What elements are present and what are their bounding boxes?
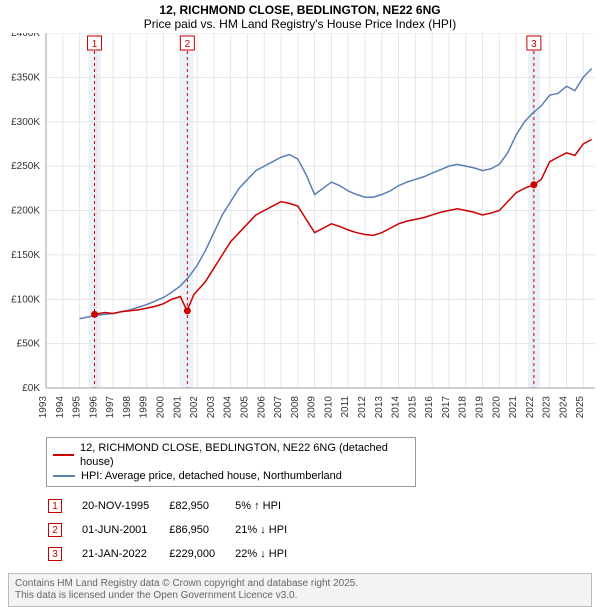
footer-line: Contains HM Land Registry data © Crown c… xyxy=(15,578,585,590)
svg-text:2006: 2006 xyxy=(256,396,267,419)
svg-text:1999: 1999 xyxy=(139,396,150,419)
svg-text:2002: 2002 xyxy=(189,396,200,419)
event-marker-icon: 3 xyxy=(48,547,62,561)
svg-text:2003: 2003 xyxy=(206,396,217,419)
svg-text:3: 3 xyxy=(531,39,537,50)
event-delta: 21% ↓ HPI xyxy=(235,519,305,541)
legend: 12, RICHMOND CLOSE, BEDLINGTON, NE22 6NG… xyxy=(46,437,416,487)
svg-text:£150K: £150K xyxy=(11,250,40,261)
svg-text:2017: 2017 xyxy=(441,396,452,419)
chart-subtitle: Price paid vs. HM Land Registry's House … xyxy=(0,17,600,33)
svg-text:2016: 2016 xyxy=(424,396,435,419)
svg-text:2015: 2015 xyxy=(407,396,418,419)
footer-line: This data is licensed under the Open Gov… xyxy=(15,590,585,602)
legend-label: HPI: Average price, detached house, Nort… xyxy=(81,469,342,483)
event-date: 01-JUN-2001 xyxy=(82,519,167,541)
event-marker-icon: 1 xyxy=(48,499,62,513)
svg-text:2: 2 xyxy=(185,39,191,50)
svg-text:£200K: £200K xyxy=(11,206,40,217)
svg-text:2000: 2000 xyxy=(156,396,167,419)
svg-text:£400K: £400K xyxy=(11,33,40,39)
svg-text:2024: 2024 xyxy=(558,396,569,419)
event-delta: 22% ↓ HPI xyxy=(235,543,305,565)
chart-svg: £0K £50K £100K £150K £200K £250K £300K £350K £40… xyxy=(0,33,600,433)
svg-text:2018: 2018 xyxy=(458,396,469,419)
event-date: 20-NOV-1995 xyxy=(82,495,167,517)
svg-text:2004: 2004 xyxy=(223,396,234,419)
events-table: 1 20-NOV-1995£82,9505% ↑ HPI 2 01-JUN-2001£… xyxy=(46,493,307,567)
svg-text:1994: 1994 xyxy=(55,396,66,419)
svg-text:2025: 2025 xyxy=(575,396,586,419)
svg-text:2001: 2001 xyxy=(172,396,183,419)
svg-text:2014: 2014 xyxy=(391,396,402,419)
svg-text:£250K: £250K xyxy=(11,161,40,172)
chart-area: £0K £50K £100K £150K £200K £250K £300K £350K £40… xyxy=(0,33,600,433)
event-marker-icon: 2 xyxy=(48,523,62,537)
svg-text:2023: 2023 xyxy=(542,396,553,419)
event-date: 21-JAN-2022 xyxy=(82,543,167,565)
svg-text:2011: 2011 xyxy=(340,396,351,418)
svg-text:2013: 2013 xyxy=(374,396,385,419)
legend-swatch-hpi xyxy=(53,475,75,477)
svg-text:2009: 2009 xyxy=(307,396,318,419)
svg-text:2019: 2019 xyxy=(475,396,486,419)
svg-text:2010: 2010 xyxy=(323,396,334,419)
svg-text:£350K: £350K xyxy=(11,72,40,83)
legend-item-price-paid: 12, RICHMOND CLOSE, BEDLINGTON, NE22 6NG… xyxy=(53,441,409,469)
svg-text:1: 1 xyxy=(92,39,98,50)
event-delta: 5% ↑ HPI xyxy=(235,495,305,517)
event-price: £229,000 xyxy=(169,543,233,565)
event-row: 3 21-JAN-2022£229,00022% ↓ HPI xyxy=(48,543,305,565)
svg-text:1996: 1996 xyxy=(88,396,99,419)
svg-text:2005: 2005 xyxy=(239,396,250,419)
chart-title: 12, RICHMOND CLOSE, BEDLINGTON, NE22 6NG xyxy=(0,0,600,17)
svg-text:2020: 2020 xyxy=(491,396,502,419)
legend-swatch-price-paid xyxy=(53,454,74,456)
legend-label: 12, RICHMOND CLOSE, BEDLINGTON, NE22 6NG… xyxy=(80,441,409,469)
svg-text:1998: 1998 xyxy=(122,396,133,419)
svg-text:2007: 2007 xyxy=(273,396,284,419)
event-row: 1 20-NOV-1995£82,9505% ↑ HPI xyxy=(48,495,305,517)
svg-text:2008: 2008 xyxy=(290,396,301,419)
svg-text:1993: 1993 xyxy=(38,396,49,419)
svg-text:£50K: £50K xyxy=(17,339,41,350)
svg-text:2021: 2021 xyxy=(508,396,519,419)
event-price: £82,950 xyxy=(169,495,233,517)
legend-item-hpi: HPI: Average price, detached house, Nort… xyxy=(53,469,409,483)
svg-text:£100K: £100K xyxy=(11,294,40,305)
svg-text:2022: 2022 xyxy=(525,396,536,419)
svg-text:£0K: £0K xyxy=(22,383,40,394)
attribution-footer: Contains HM Land Registry data © Crown c… xyxy=(8,573,592,607)
svg-text:2012: 2012 xyxy=(357,396,368,419)
event-row: 2 01-JUN-2001£86,95021% ↓ HPI xyxy=(48,519,305,541)
event-price: £86,950 xyxy=(169,519,233,541)
svg-text:1997: 1997 xyxy=(105,396,116,419)
svg-text:£300K: £300K xyxy=(11,117,40,128)
svg-text:1995: 1995 xyxy=(72,396,83,419)
